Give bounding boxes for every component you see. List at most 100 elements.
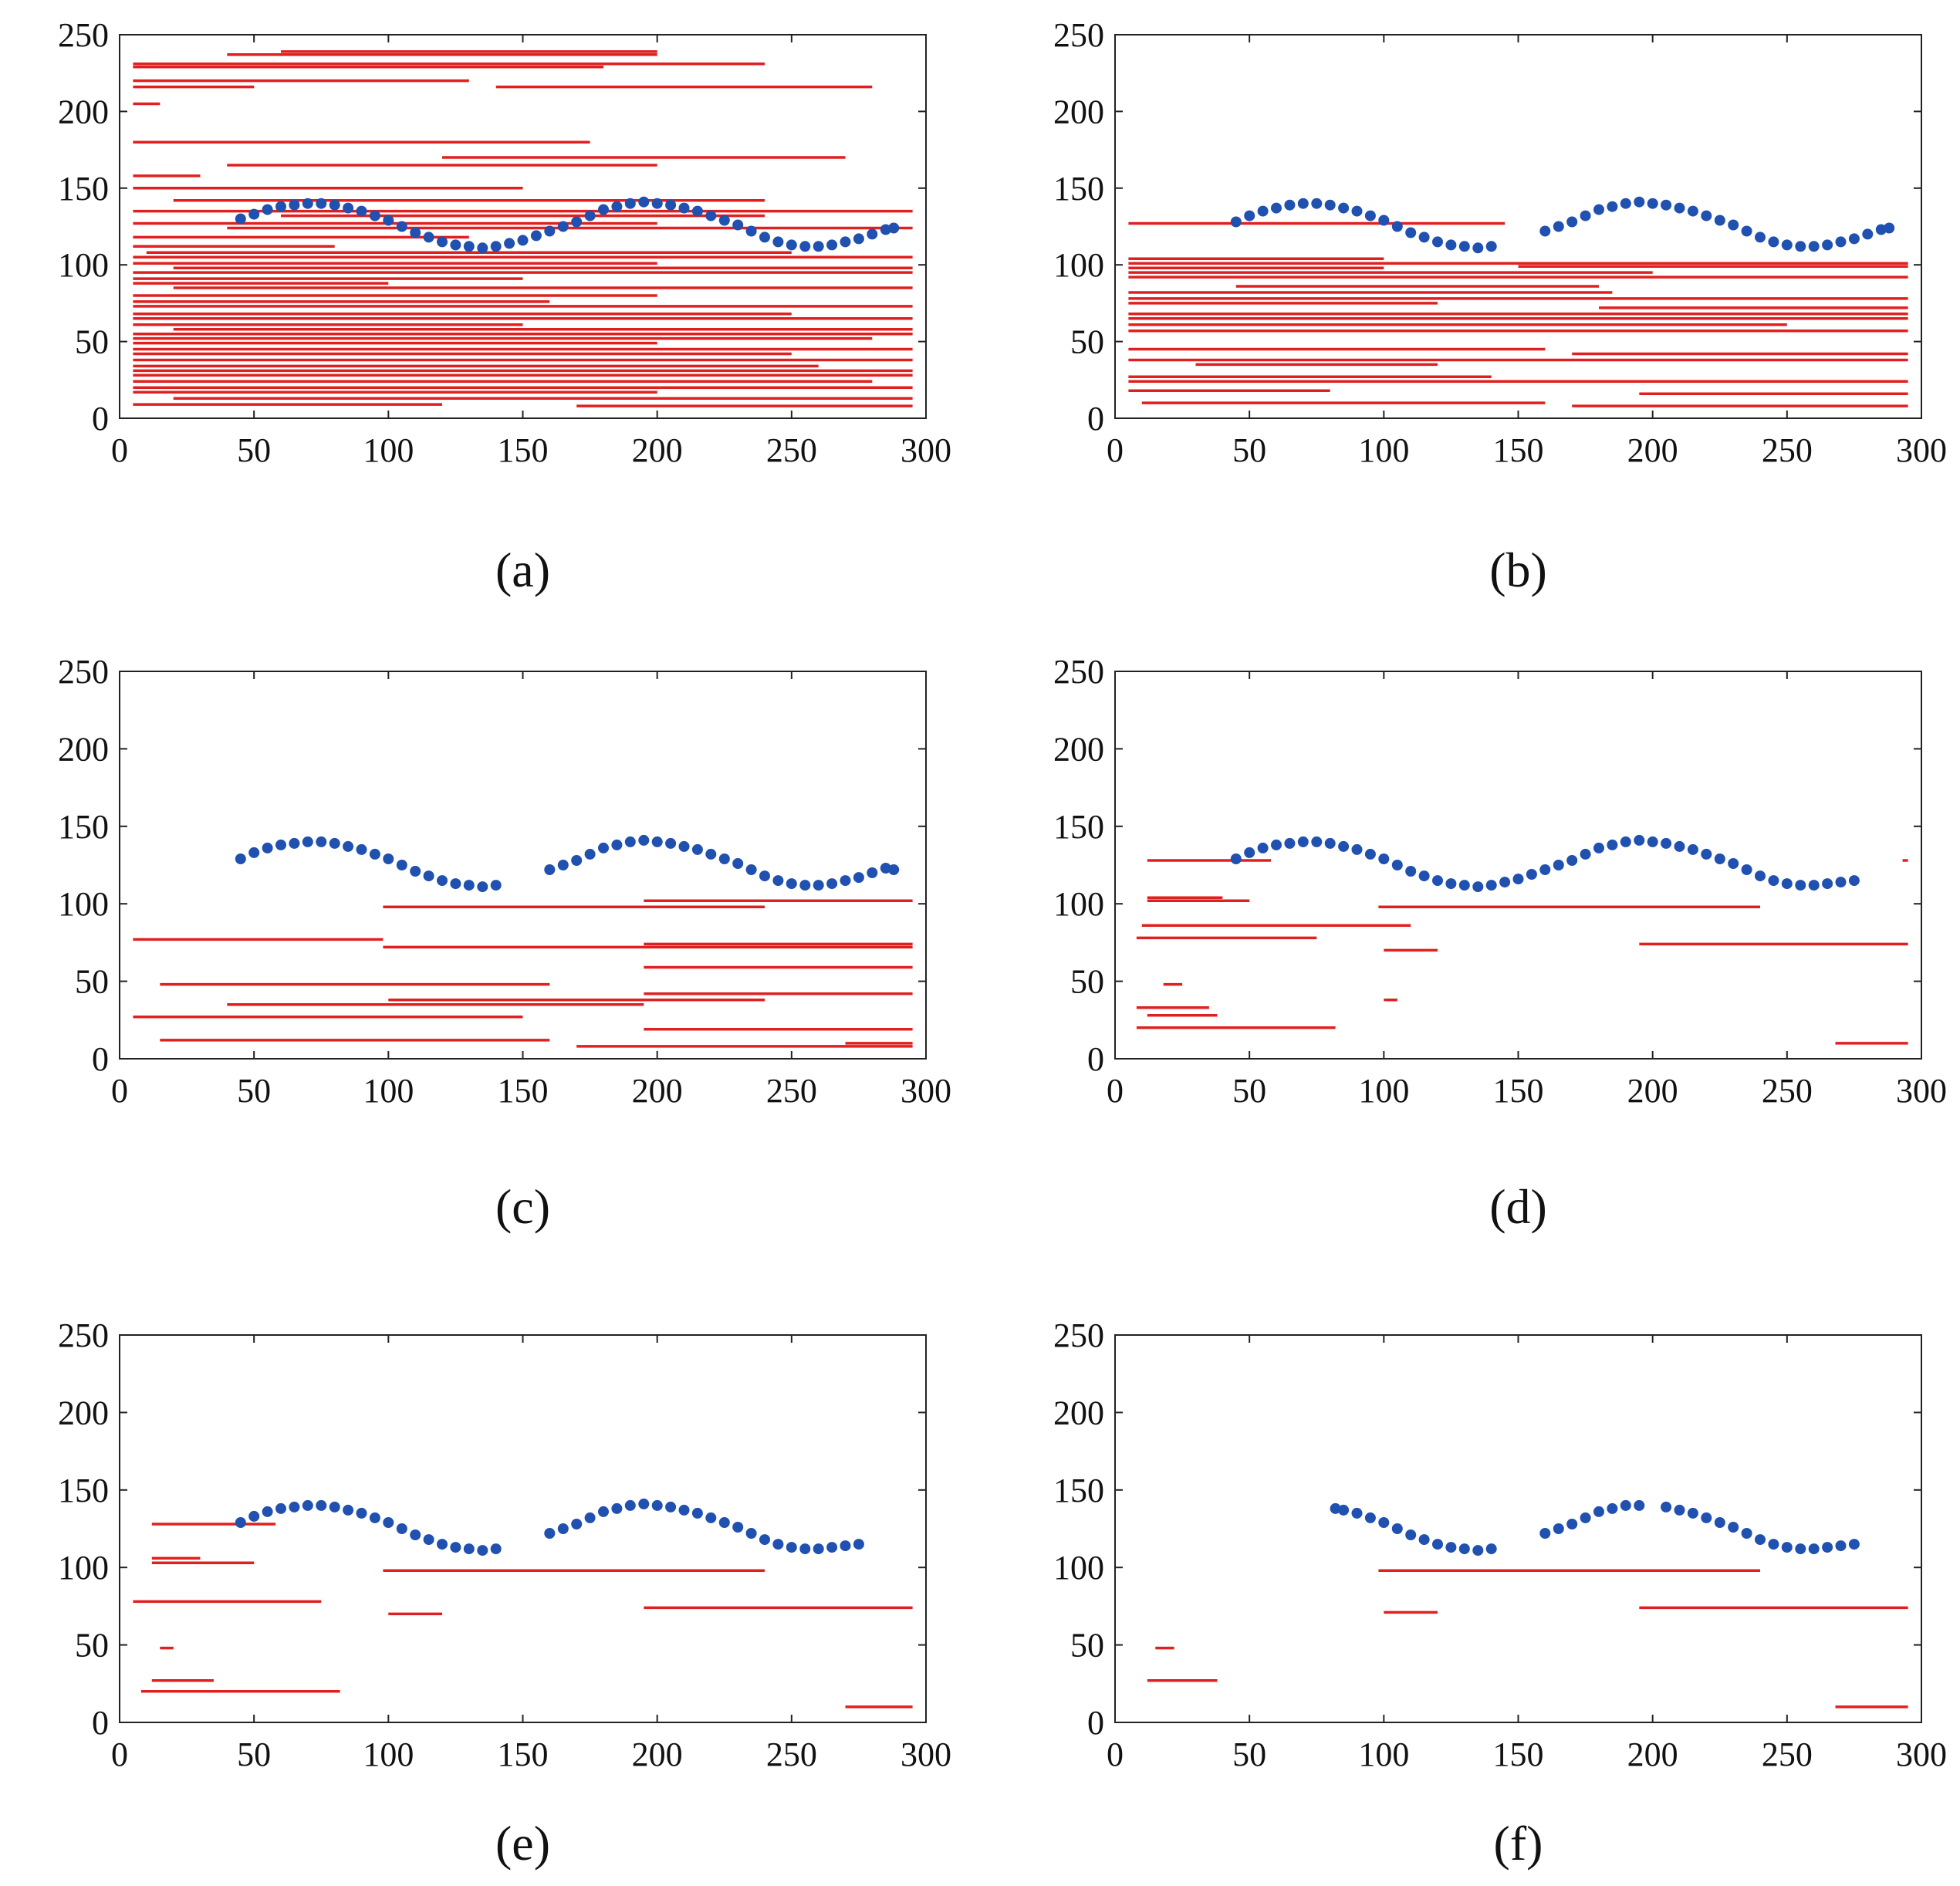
track-point-8 [329,1501,340,1513]
track-point-23 [571,1519,583,1529]
axes-frame [119,1334,927,1723]
track-point-19 [477,242,488,254]
track-point-23 [571,855,583,866]
track-point-41 [772,236,784,248]
x-tick-label: 0 [111,1736,128,1773]
track-point-37 [1755,232,1766,243]
track-point-38 [772,875,784,887]
track-point-37 [1714,853,1725,864]
track-point-15 [1418,870,1430,882]
x-tick-label: 250 [1762,431,1813,469]
track-point-16 [1432,236,1443,248]
track-point-6 [1297,198,1309,209]
track-point-1 [235,853,246,864]
y-tick-label: 200 [1053,1394,1104,1431]
track-point-13 [396,860,407,870]
y-tick-label: 0 [1087,400,1104,438]
track-point-43 [840,1540,851,1552]
x-tick-label: 50 [237,431,271,469]
track-point-47 [888,864,900,875]
track-point-3 [1351,1507,1363,1519]
track-point-34 [718,853,730,864]
x-tick-label: 150 [498,1736,549,1773]
track-point-9 [343,1504,354,1516]
track-point-4 [1271,202,1282,214]
track-point-26 [611,1502,623,1514]
track-point-21 [504,238,515,249]
x-tick-label: 200 [632,431,683,469]
track-point-25 [557,221,569,232]
track-point-41 [1808,241,1820,252]
track-point-31 [678,1504,690,1516]
y-tick-label: 250 [58,653,109,691]
y-tick-label: 0 [1087,1704,1104,1742]
track-point-20 [1485,880,1497,891]
track-point-36 [745,864,757,875]
track-point-30 [665,837,677,849]
track-point-18 [463,241,475,252]
track-point-27 [1728,1522,1739,1533]
track-series [235,196,900,254]
track-point-9 [1338,202,1350,214]
track-point-4 [1364,1512,1376,1523]
track-point-23 [530,230,542,242]
x-tick-label: 50 [1232,1072,1266,1110]
track-point-24 [1687,1507,1698,1519]
x-tick-label: 300 [901,431,951,469]
track-point-32 [1795,1543,1806,1555]
track-point-8 [329,199,340,211]
track-point-22 [1512,874,1524,885]
track-point-45 [826,239,838,251]
track-point-39 [1781,239,1793,251]
track-point-14 [410,227,421,238]
track-point-35 [1687,843,1698,855]
track-point-5 [1284,199,1296,211]
track-point-24 [584,1512,596,1523]
track-point-30 [1661,199,1672,211]
track-point-34 [718,1517,730,1528]
x-tick-label: 100 [363,1072,414,1110]
track-point-30 [665,1501,677,1513]
track-point-5 [1378,1517,1390,1528]
x-tick-label: 200 [1627,1072,1678,1110]
track-point-9 [343,202,354,214]
track-point-31 [678,840,690,852]
track-point-26 [571,216,583,228]
track-point-41 [1768,875,1779,887]
track-point-35 [691,205,703,217]
track-point-49 [880,224,891,235]
track-point-42 [826,1542,838,1553]
y-tick-label: 0 [92,1704,109,1742]
track-point-2 [1244,210,1255,221]
track-point-20 [490,880,502,891]
x-tick-label: 250 [766,1736,817,1773]
clutter-series [133,899,913,1048]
track-point-30 [1620,836,1631,847]
track-point-26 [1714,1517,1725,1528]
track-point-18 [1458,880,1470,891]
x-tick-label: 200 [632,1736,683,1773]
track-point-18 [1458,241,1470,252]
track-point-32 [691,843,703,855]
track-point-29 [611,201,623,212]
track-point-20 [490,1543,502,1555]
track-point-22 [557,1523,569,1534]
x-tick-label: 50 [1232,431,1266,469]
track-point-3 [1257,205,1269,217]
track-point-12 [1378,215,1390,226]
y-tick-label: 100 [58,1549,109,1587]
track-point-13 [1485,1543,1497,1555]
y-tick-label: 250 [58,16,109,54]
track-point-15 [423,1534,434,1546]
track-point-34 [1714,215,1725,226]
track-point-4 [275,1502,286,1514]
track-point-5 [289,1501,300,1513]
track-point-21 [1539,225,1551,237]
track-point-32 [1687,205,1698,217]
x-tick-label: 50 [237,1072,271,1110]
track-point-44 [813,241,824,252]
track-point-29 [651,1499,663,1511]
track-series [235,834,900,893]
track-point-31 [1634,834,1645,846]
track-point-17 [450,239,461,251]
